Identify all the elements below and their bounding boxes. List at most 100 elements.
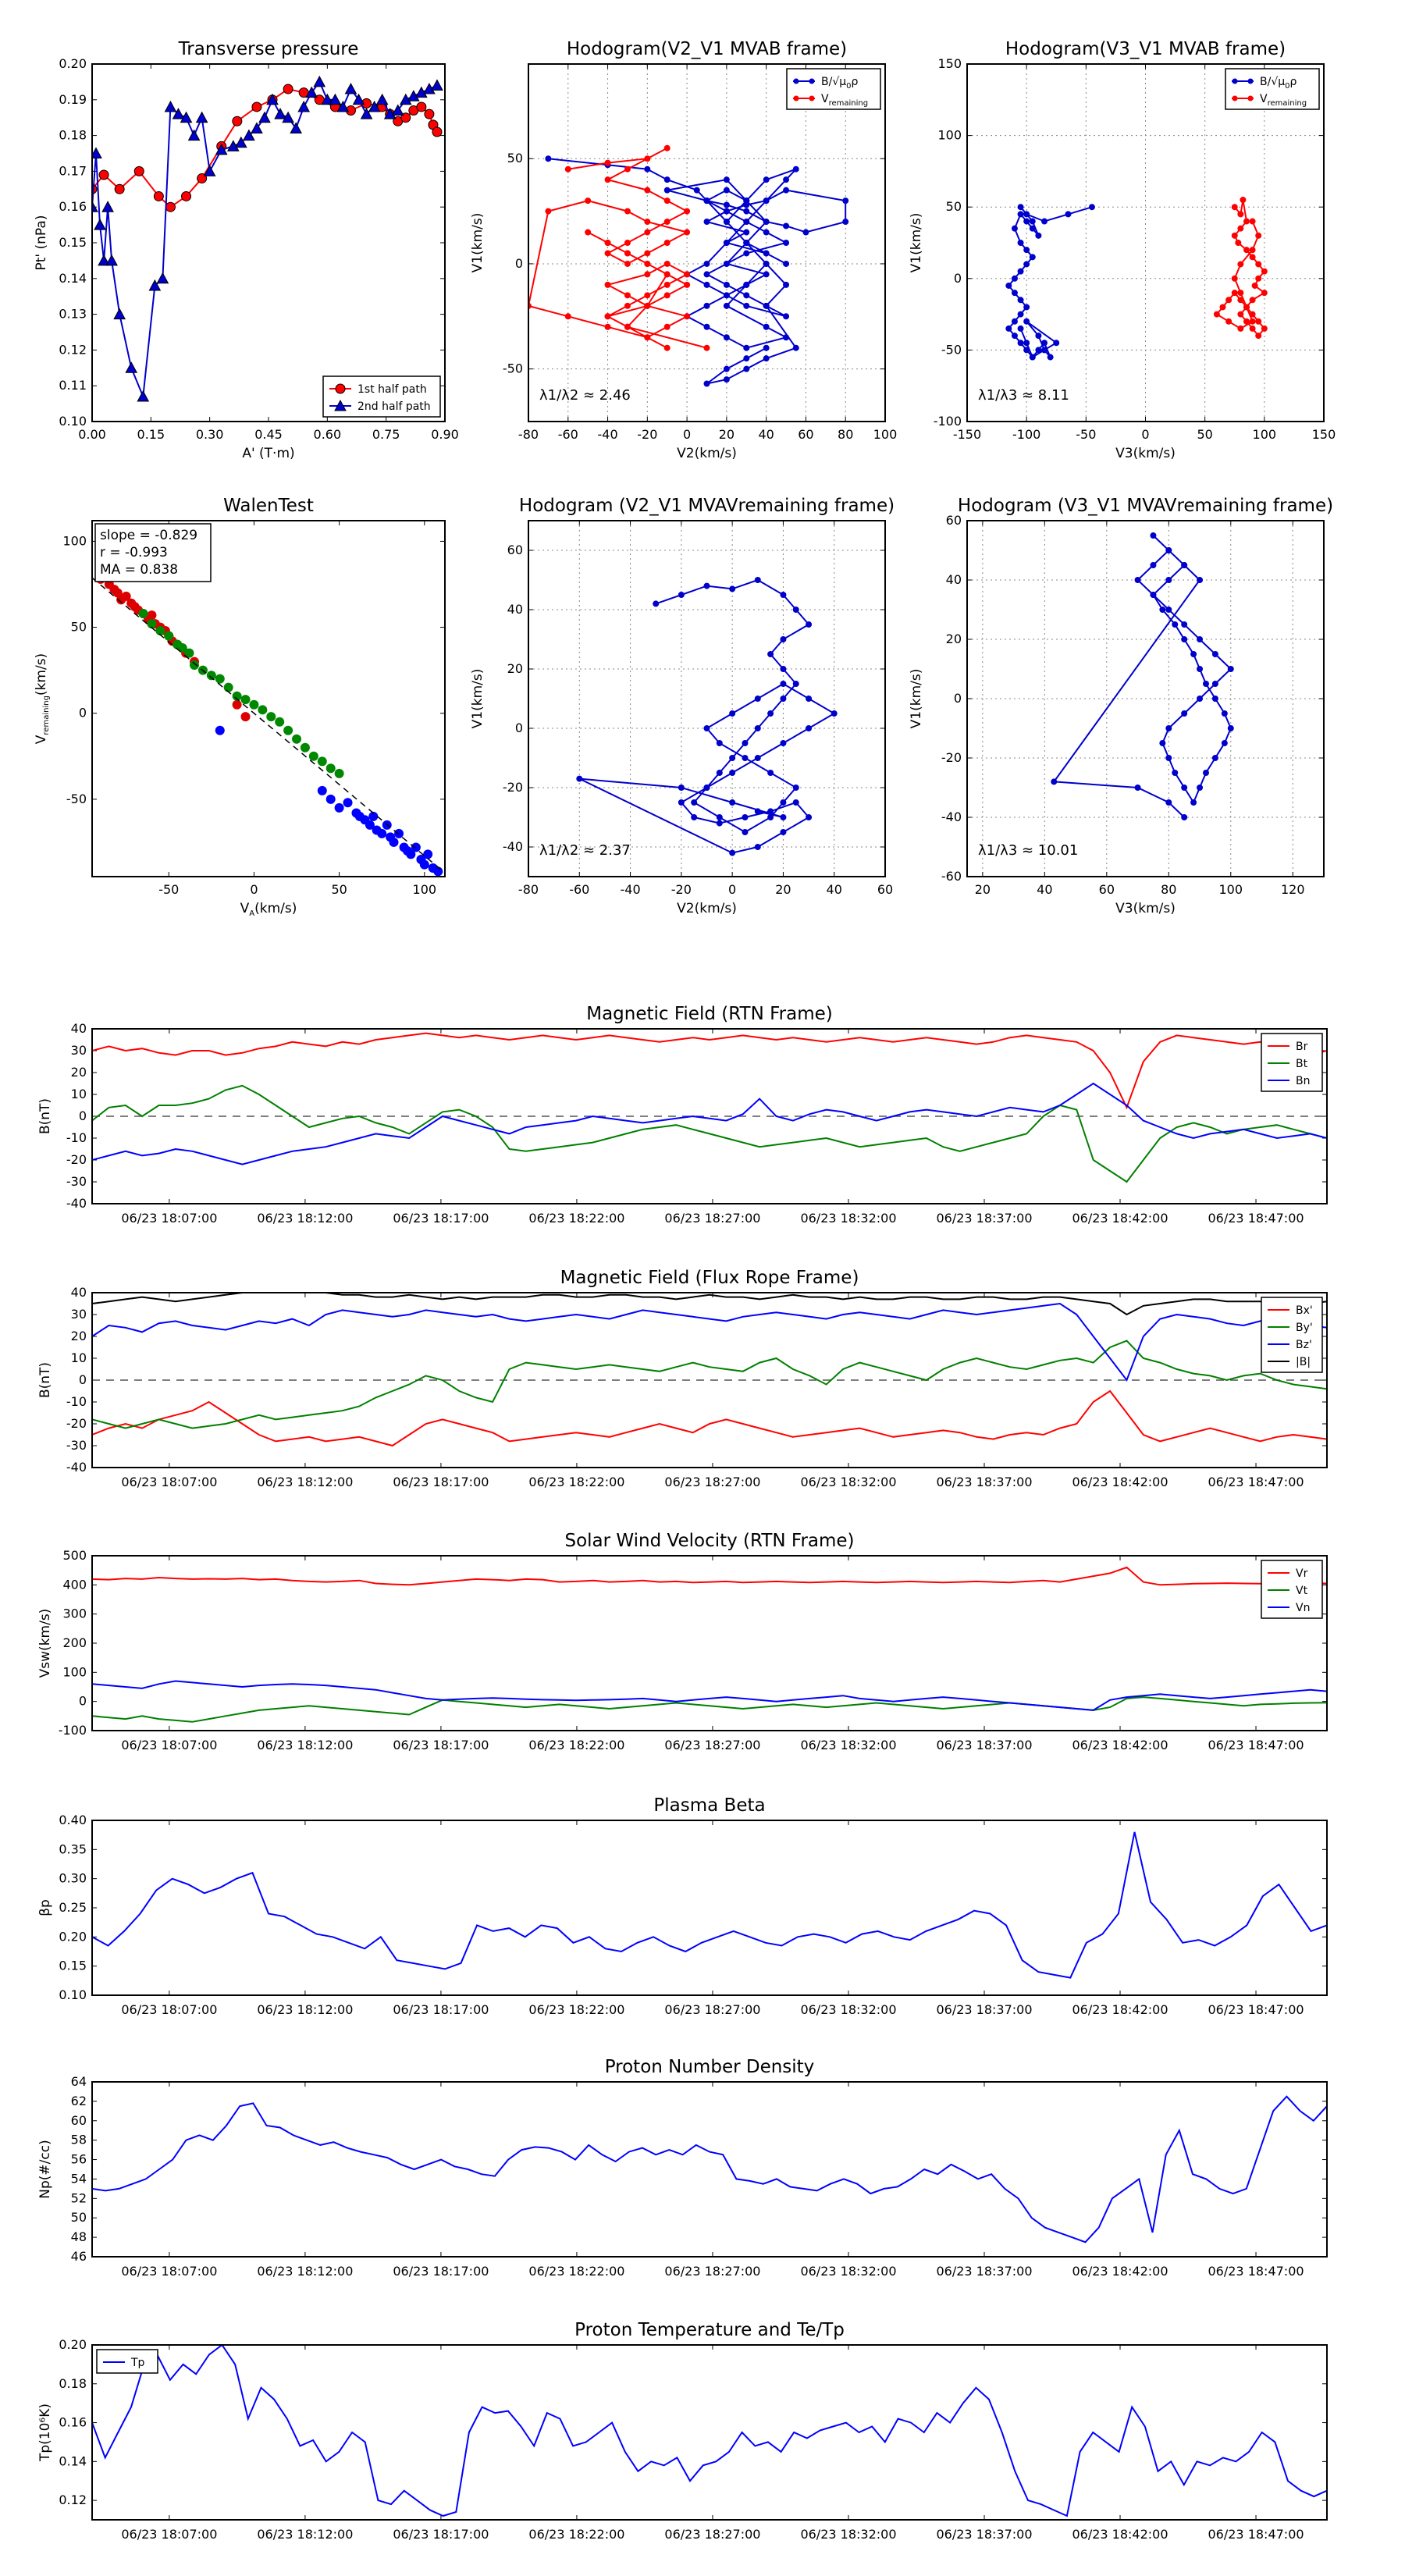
data-point bbox=[723, 187, 730, 194]
x-tick-label: 06/23 18:27:00 bbox=[664, 2527, 760, 2542]
y-tick-label: -30 bbox=[66, 1438, 87, 1453]
data-point bbox=[1035, 347, 1042, 354]
ratio-annotation: λ1/λ3 ≈ 10.01 bbox=[978, 842, 1078, 859]
y-tick-label: -60 bbox=[941, 869, 962, 884]
x-tick-label: 0.75 bbox=[372, 427, 400, 442]
data-point bbox=[684, 208, 691, 215]
y-tick-label: 10 bbox=[71, 1350, 87, 1365]
data-point bbox=[1035, 232, 1042, 239]
x-tick-label: 20 bbox=[775, 882, 791, 897]
data-point bbox=[1237, 325, 1244, 332]
y-tick-label: 0.19 bbox=[59, 92, 87, 107]
data-point bbox=[743, 240, 750, 246]
data-point bbox=[165, 201, 176, 212]
x-tick-label: 0.00 bbox=[78, 427, 106, 442]
data-point bbox=[624, 208, 631, 215]
data-point bbox=[684, 229, 691, 236]
y-tick-label: 20 bbox=[71, 1065, 87, 1080]
data-point bbox=[806, 621, 813, 628]
data-point bbox=[391, 104, 404, 116]
series-line-Bz' bbox=[92, 1302, 1327, 1382]
data-point bbox=[184, 648, 194, 658]
data-point bbox=[365, 820, 375, 830]
x-tick-label: 06/23 18:12:00 bbox=[257, 2264, 353, 2279]
data-point bbox=[1227, 725, 1234, 731]
y-tick-label: 10 bbox=[71, 1087, 87, 1101]
chart-h4: Hodogram (V3_V1 MVAVremaining frame) 20 40… bbox=[909, 496, 1333, 916]
data-point bbox=[703, 323, 710, 330]
y-tick-label: 100 bbox=[62, 533, 87, 548]
y-tick-label: 50 bbox=[507, 151, 523, 165]
data-point bbox=[783, 222, 790, 229]
x-tick-label: 06/23 18:17:00 bbox=[393, 1475, 489, 1489]
data-point bbox=[780, 681, 787, 687]
series-line-Np bbox=[92, 2095, 1327, 2243]
data-point bbox=[266, 712, 276, 722]
data-point bbox=[1172, 621, 1179, 628]
legend-label: Br bbox=[1296, 1041, 1308, 1053]
data-point bbox=[742, 814, 749, 820]
legend-label: 2nd half path bbox=[357, 400, 431, 413]
data-point bbox=[703, 380, 710, 387]
fit-line bbox=[92, 577, 445, 873]
data-point bbox=[215, 725, 225, 735]
data-point bbox=[767, 770, 774, 776]
x-tick-label: 06/23 18:17:00 bbox=[393, 2264, 489, 2279]
legend-marker bbox=[793, 78, 799, 84]
chart-title: WalenTest bbox=[223, 496, 314, 516]
y-tick-label: 0.40 bbox=[59, 1813, 87, 1827]
x-tick-label: 06/23 18:22:00 bbox=[528, 1211, 624, 1226]
plot-frame bbox=[966, 63, 1325, 422]
data-point bbox=[147, 610, 157, 621]
data-point bbox=[1165, 577, 1172, 583]
data-point bbox=[1134, 785, 1141, 791]
data-point bbox=[792, 785, 799, 791]
x-tick-label: -20 bbox=[637, 427, 657, 442]
legend-marker bbox=[809, 95, 815, 101]
data-point bbox=[164, 100, 177, 112]
data-point bbox=[1005, 325, 1012, 332]
data-point bbox=[723, 281, 730, 288]
x-tick-label: 06/23 18:32:00 bbox=[800, 2002, 896, 2017]
data-point bbox=[763, 219, 770, 226]
x-tick-label: 80 bbox=[1161, 882, 1176, 897]
data-point bbox=[232, 691, 242, 701]
series-line-Bn bbox=[92, 1082, 1327, 1165]
data-point bbox=[564, 313, 571, 320]
data-point bbox=[624, 260, 631, 267]
data-point bbox=[644, 292, 651, 299]
data-point bbox=[156, 272, 169, 284]
data-point bbox=[394, 828, 404, 838]
data-point bbox=[780, 636, 787, 642]
data-point bbox=[290, 122, 302, 133]
x-tick-label: 06/23 18:17:00 bbox=[393, 1211, 489, 1226]
y-tick-label: 0.20 bbox=[59, 56, 87, 71]
x-tick-label: 06/23 18:32:00 bbox=[800, 1475, 896, 1489]
x-tick-label: 06/23 18:42:00 bbox=[1072, 2264, 1168, 2279]
data-point bbox=[545, 208, 552, 215]
data-point bbox=[258, 111, 271, 123]
data-point bbox=[240, 712, 251, 722]
data-point bbox=[1017, 325, 1024, 332]
data-point bbox=[743, 219, 750, 226]
data-point bbox=[703, 302, 710, 309]
data-point bbox=[1255, 333, 1262, 340]
data-point bbox=[644, 219, 651, 226]
data-point bbox=[147, 619, 157, 629]
data-point bbox=[325, 794, 336, 804]
data-point bbox=[368, 811, 379, 821]
data-point bbox=[1017, 268, 1024, 275]
y-axis-label: βp bbox=[37, 1899, 53, 1916]
data-point bbox=[1255, 275, 1262, 282]
x-tick-label: 0.30 bbox=[196, 427, 224, 442]
y-tick-label: 30 bbox=[71, 1307, 87, 1322]
data-point bbox=[1181, 621, 1188, 628]
data-point bbox=[274, 108, 286, 119]
series-line-B/√μ0ρ bbox=[548, 158, 847, 385]
data-point bbox=[1017, 240, 1024, 246]
x-tick-label: 06/23 18:12:00 bbox=[257, 1211, 353, 1226]
legend: Bx' By' Bz' |B| bbox=[1261, 1297, 1323, 1373]
data-point bbox=[780, 814, 787, 820]
chart-h1: Hodogram(V2_V1 MVAB frame) -80 -60 -40 -20 0 2… bbox=[470, 39, 897, 461]
data-point bbox=[783, 260, 790, 267]
